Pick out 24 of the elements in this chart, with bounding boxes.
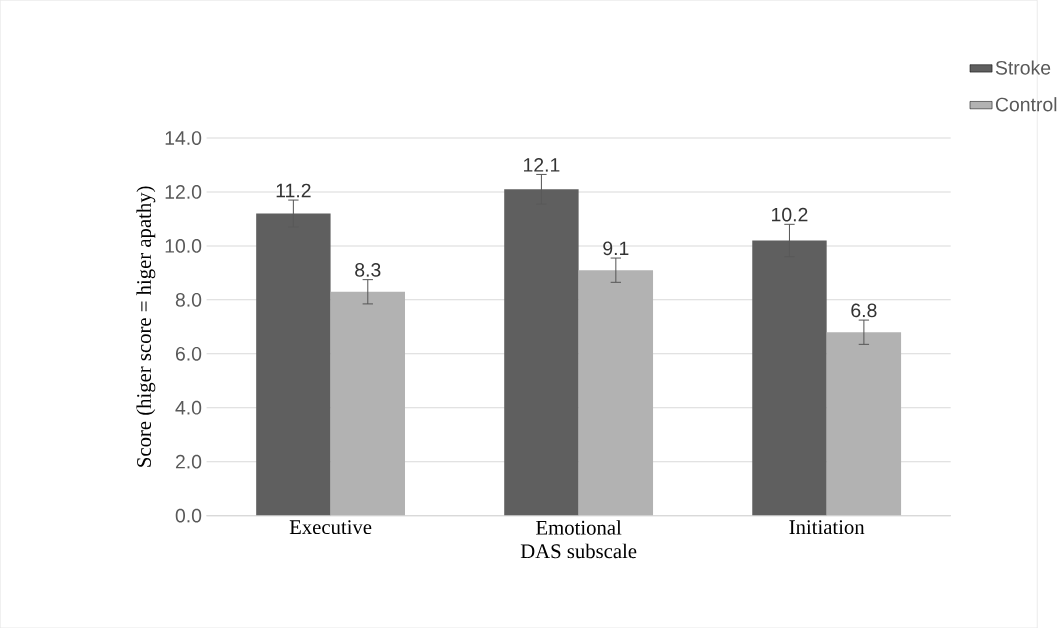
data-label: 6.8: [851, 303, 877, 318]
y-tick-label: 8.0: [175, 292, 202, 307]
y-tick-label: 0.0: [175, 508, 202, 523]
x-tick-label: Executive: [289, 520, 372, 534]
data-label: 10.2: [772, 207, 808, 222]
bar: [826, 332, 902, 516]
y-tick-label: 10.0: [165, 238, 202, 253]
data-label: 12.1: [524, 157, 560, 172]
y-tick-label: 14.0: [165, 131, 202, 145]
data-label: 8.3: [355, 262, 381, 277]
y-tick-label: 6.0: [175, 346, 202, 361]
x-axis-title: DAS subscale: [520, 543, 637, 559]
y-tick-label: 4.0: [175, 400, 202, 415]
y-tick-label: 12.0: [165, 184, 202, 199]
legend-label: Stroke: [995, 60, 1051, 75]
y-axis-title: Score (higer score = higer apathy): [136, 186, 156, 467]
legend-label: Control: [995, 97, 1057, 112]
x-tick-label: Emotional: [536, 520, 622, 535]
x-tick-label: Initiation: [789, 520, 865, 534]
data-label: 11.2: [276, 183, 311, 198]
bar: [578, 270, 654, 516]
y-tick-label: 2.0: [175, 454, 202, 469]
bar: [330, 291, 405, 516]
data-label: 9.1: [603, 241, 629, 256]
